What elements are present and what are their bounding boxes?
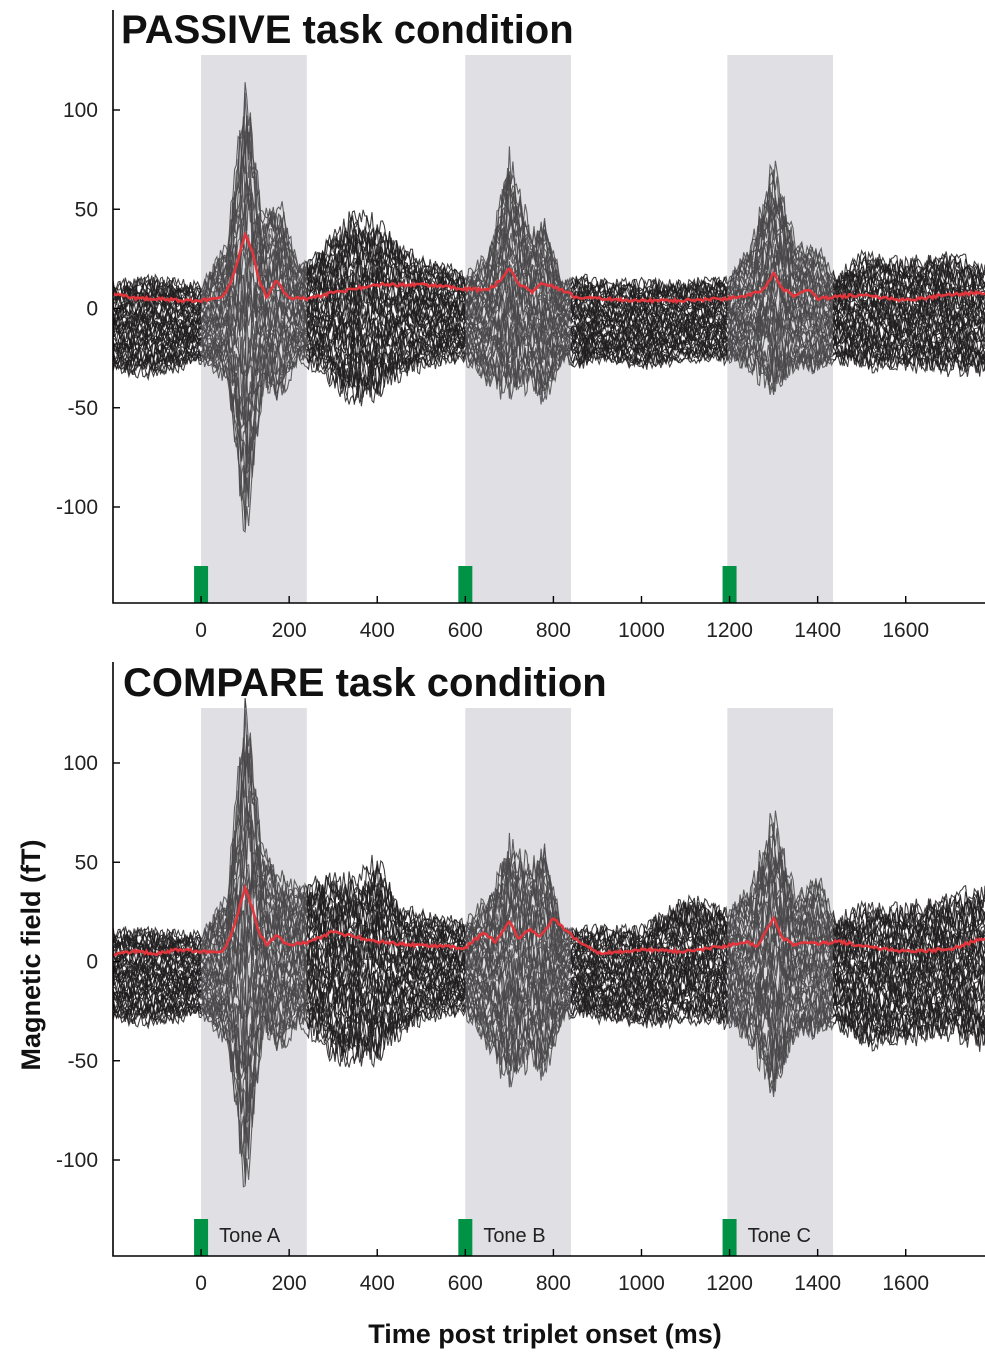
compare-tone-label-2: Tone C xyxy=(748,1225,811,1247)
compare-y-tick-label: 50 xyxy=(75,851,98,874)
compare-x-tick-label: 800 xyxy=(536,1272,571,1295)
compare-window-overlay-2 xyxy=(727,708,834,1256)
compare-y-tick-label: 0 xyxy=(86,951,98,974)
passive-x-tick-label: 800 xyxy=(536,619,571,642)
passive-mean-trace xyxy=(111,231,985,305)
compare-sensor-trace xyxy=(112,996,985,1134)
passive-x-tick-label: 600 xyxy=(448,619,483,642)
passive-window-overlay-0 xyxy=(201,55,307,603)
passive-window-overlay-1 xyxy=(465,55,572,603)
compare-x-tick-label: 200 xyxy=(272,1272,307,1295)
compare-y-tick-label: -50 xyxy=(68,1050,98,1073)
passive-mean-line xyxy=(111,231,985,305)
passive-sensor-trace xyxy=(112,305,985,421)
passive-y-tick-label: 50 xyxy=(75,198,98,221)
compare-tone-label-1: Tone B xyxy=(483,1225,545,1247)
compare-panel-title: COMPARE task condition xyxy=(123,661,607,705)
compare-sensor-trace xyxy=(112,989,985,1112)
compare-y-tick-label: -100 xyxy=(56,1149,98,1172)
compare-y-tick-label: 100 xyxy=(63,752,98,775)
compare-stimulus-marker-1 xyxy=(458,1219,473,1256)
compare-stimulus-marker-0 xyxy=(194,1219,209,1256)
compare-x-tick-label: 1400 xyxy=(794,1272,841,1295)
compare-window-overlay-0 xyxy=(201,708,307,1256)
passive-x-tick-label: 1200 xyxy=(706,619,753,642)
passive-x-tick-label: 1400 xyxy=(794,619,841,642)
compare-sensor-trace xyxy=(112,698,985,943)
passive-sensor-trace xyxy=(112,199,985,321)
compare-stimulus-marker-2 xyxy=(722,1219,737,1256)
x-axis-title: Time post triplet onset (ms) xyxy=(368,1319,722,1349)
passive-sensor-trace xyxy=(112,342,985,484)
y-axis-title: Magnetic field (fT) xyxy=(16,840,46,1071)
passive-y-tick-label: -50 xyxy=(68,397,98,420)
passive-panel-title: PASSIVE task condition xyxy=(121,8,574,52)
passive-sensor-trace xyxy=(112,261,985,336)
compare-sensor-trace xyxy=(112,825,985,971)
compare-mean-trace xyxy=(112,883,985,957)
passive-sensor-traces xyxy=(112,55,985,603)
passive-sensor-trace xyxy=(112,82,985,294)
passive-y-tick-label: 100 xyxy=(63,99,98,122)
compare-x-tick-label: 0 xyxy=(195,1272,207,1295)
passive-stimulus-marker-1 xyxy=(458,566,473,603)
passive-window-overlay-2 xyxy=(727,55,834,603)
passive-stimulus-marker-0 xyxy=(194,566,209,603)
compare-x-tick-label: 1000 xyxy=(618,1272,665,1295)
compare-x-tick-label: 1200 xyxy=(706,1272,753,1295)
passive-sensor-trace xyxy=(112,333,985,460)
compare-sensor-traces xyxy=(112,698,985,1256)
compare-x-tick-label: 600 xyxy=(448,1272,483,1295)
compare-tone-label-0: Tone A xyxy=(219,1225,281,1247)
passive-x-tick-label: 1000 xyxy=(618,619,665,642)
compare-window-overlay-1 xyxy=(465,708,572,1256)
compare-x-tick-label: 400 xyxy=(360,1272,395,1295)
passive-stimulus-markers xyxy=(194,566,737,603)
passive-axis-lines xyxy=(112,10,985,604)
compare-sensor-trace xyxy=(112,970,985,1066)
passive-stimulus-marker-2 xyxy=(722,566,737,603)
passive-y-tick-label: -100 xyxy=(56,496,98,519)
passive-x-tick-label: 1600 xyxy=(882,619,929,642)
passive-y-tick-label: 0 xyxy=(86,298,98,321)
compare-stimulus-markers: Tone A Tone B Tone C xyxy=(194,1219,811,1256)
passive-x-tick-label: 200 xyxy=(272,619,307,642)
compare-mean-line xyxy=(112,883,985,957)
passive-x-tick-label: 0 xyxy=(195,619,207,642)
passive-x-tick-label: 400 xyxy=(360,619,395,642)
compare-sensor-trace xyxy=(112,911,985,986)
compare-x-tick-label: 1600 xyxy=(882,1272,929,1295)
compare-axis-lines xyxy=(112,662,985,1257)
